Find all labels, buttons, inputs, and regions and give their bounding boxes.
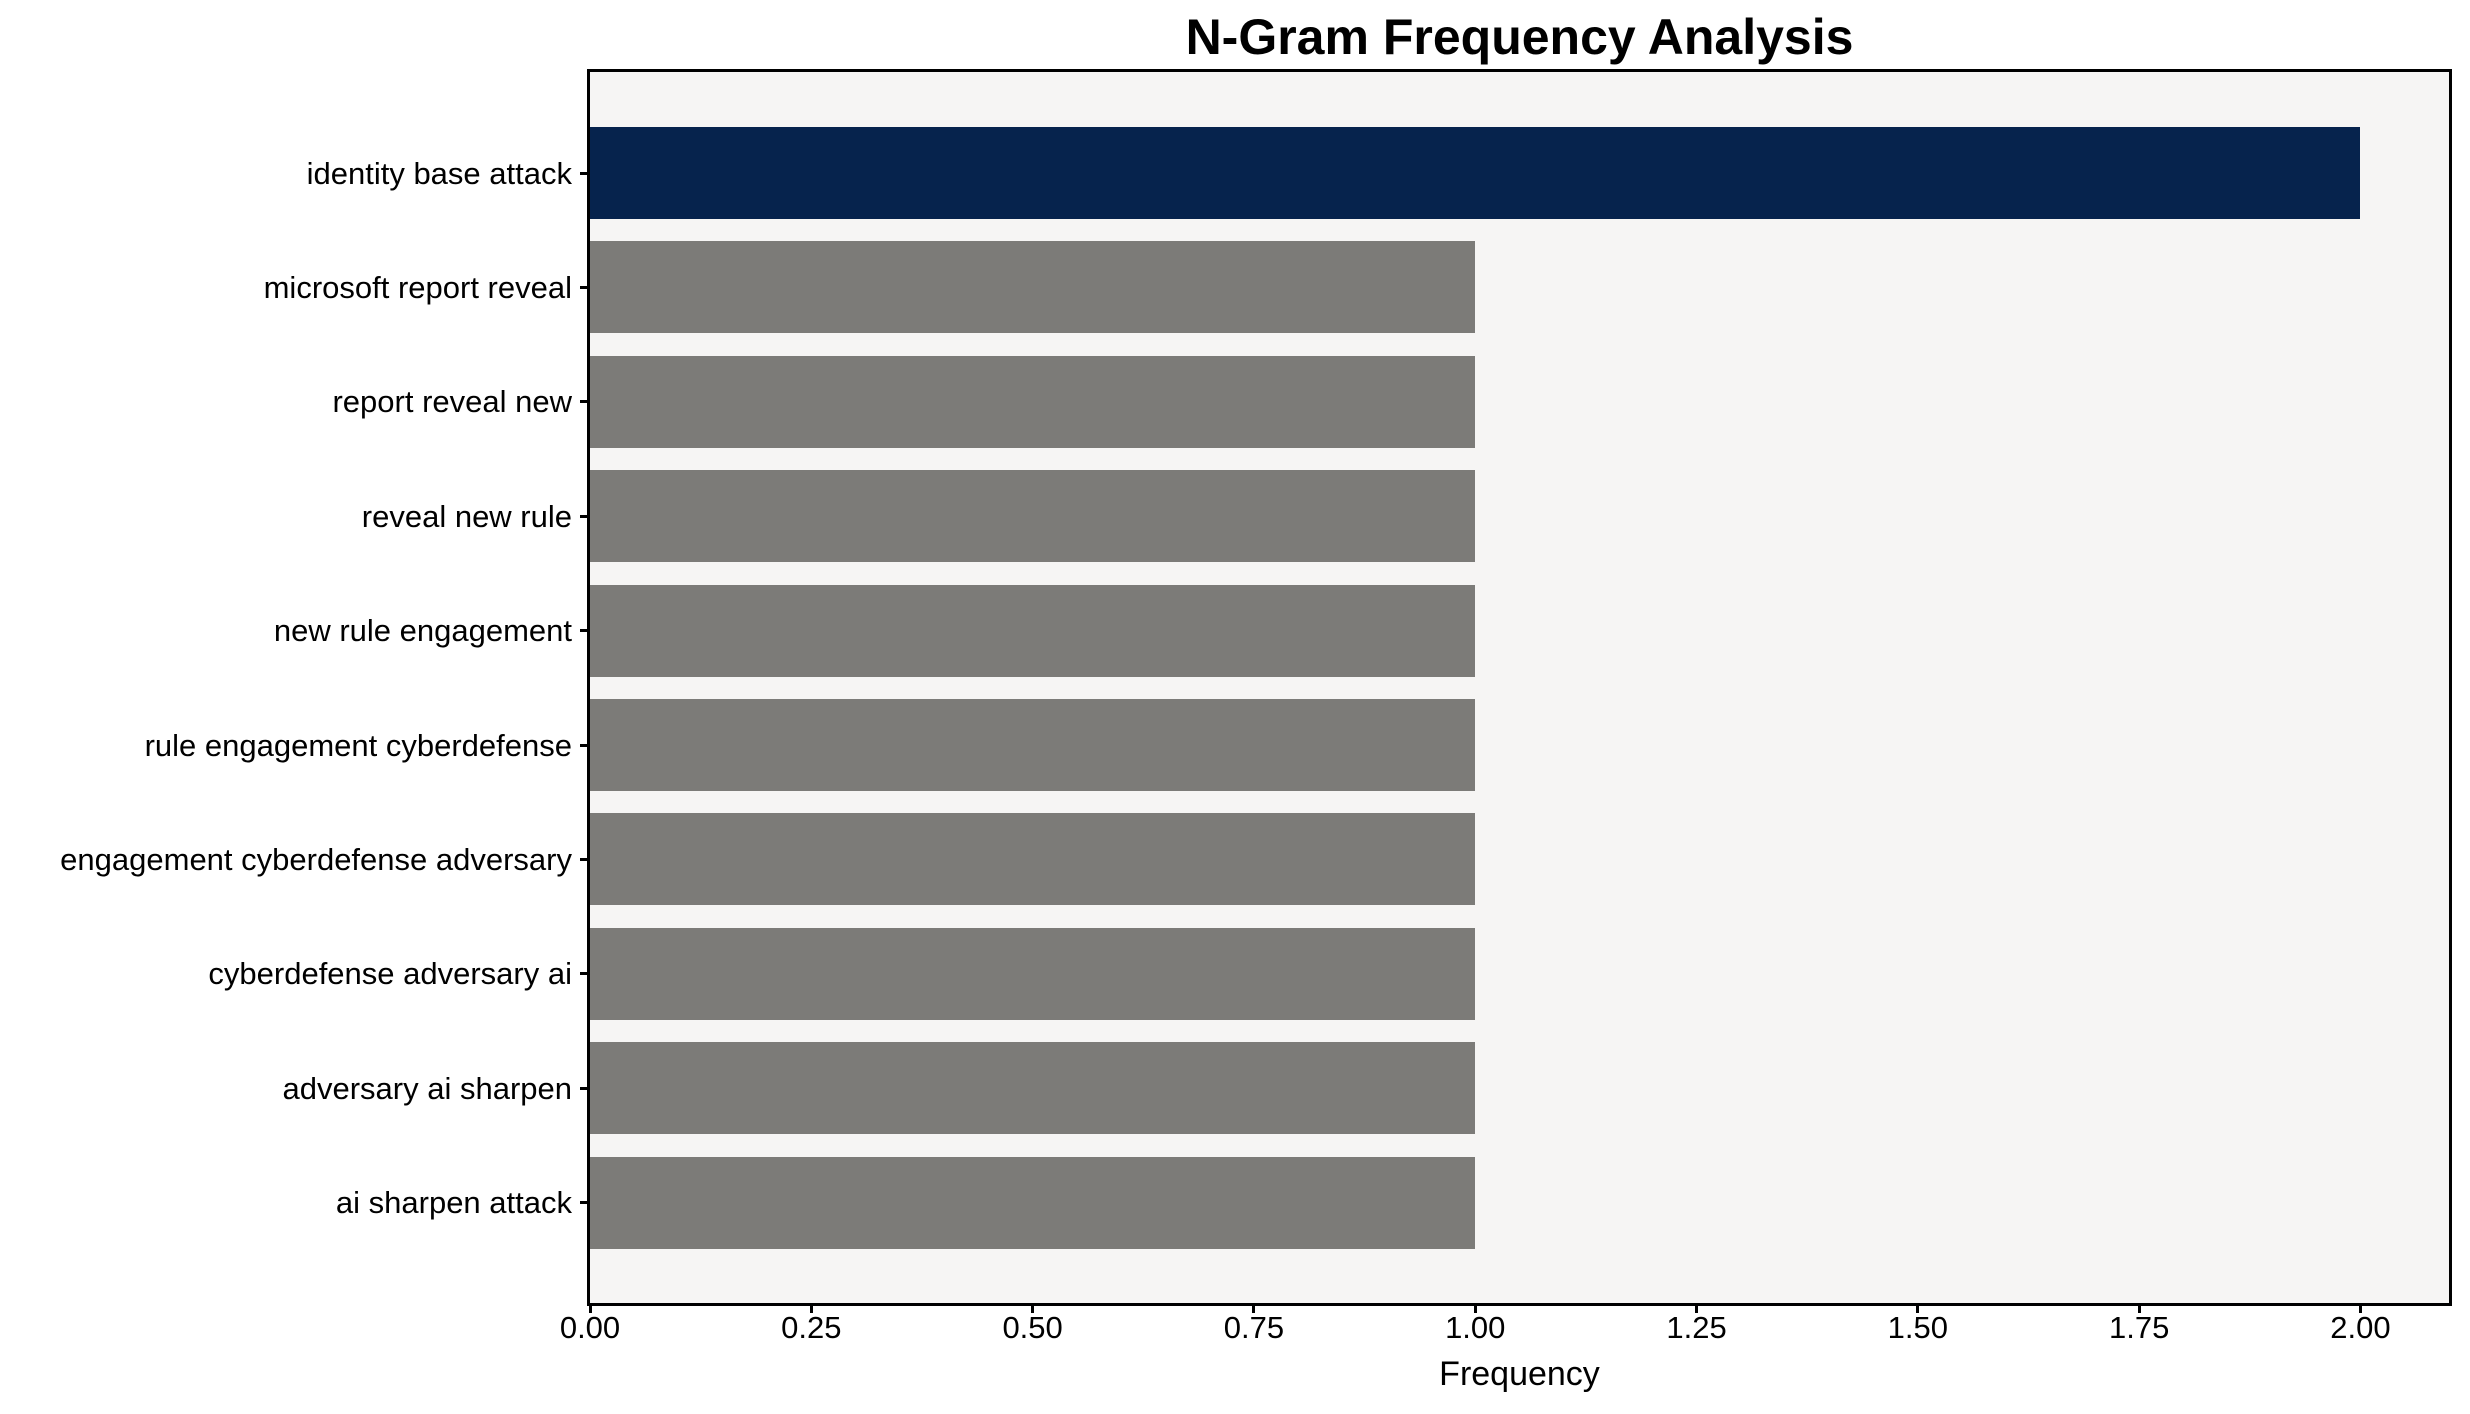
y-tick-mark (580, 514, 590, 518)
y-tick-mark (580, 171, 590, 175)
x-tick-mark (588, 1303, 592, 1313)
y-tick-label: reveal new rule (361, 498, 572, 534)
y-tick-mark (580, 743, 590, 747)
y-tick-mark (580, 629, 590, 633)
x-axis-label: Frequency (1439, 1355, 1600, 1393)
y-tick-label: engagement cyberdefense adversary (60, 841, 572, 877)
x-tick-label: 2.00 (2330, 1310, 2391, 1345)
bar (590, 1042, 1476, 1135)
bar (590, 470, 1476, 563)
x-tick-label: 1.00 (1445, 1310, 1506, 1345)
x-tick-label: 0.75 (1223, 1310, 1285, 1345)
x-tick-mark (1252, 1303, 1256, 1313)
bar (590, 355, 1476, 448)
x-tick-label: 0.50 (1002, 1310, 1063, 1345)
bar (590, 127, 2361, 219)
x-tick-label: 1.25 (1666, 1310, 1727, 1345)
y-tick-label: cyberdefense adversary ai (208, 956, 572, 992)
x-tick-mark (2137, 1303, 2141, 1313)
y-tick-label: identity base attack (306, 155, 572, 191)
x-tick-label: 1.75 (2108, 1310, 2170, 1345)
bar (590, 584, 1476, 677)
x-tick-mark (1695, 1303, 1699, 1313)
x-tick-mark (1473, 1303, 1477, 1313)
y-tick-mark (580, 285, 590, 289)
bar (590, 813, 1476, 906)
y-tick-label: rule engagement cyberdefense (144, 727, 572, 763)
x-tick-mark (1916, 1303, 1920, 1313)
y-tick-label: new rule engagement (273, 613, 572, 649)
y-tick-mark (580, 857, 590, 861)
x-tick-label: 0.00 (559, 1310, 621, 1345)
bar (590, 241, 1476, 334)
x-tick-mark (1031, 1303, 1035, 1313)
bar (590, 927, 1476, 1020)
x-tick-mark (2358, 1303, 2362, 1313)
y-tick-mark (580, 1201, 590, 1205)
y-tick-label: microsoft report reveal (263, 269, 572, 305)
y-tick-label: report reveal new (332, 384, 572, 420)
x-tick-label: 1.50 (1887, 1310, 1949, 1345)
y-tick-mark (580, 1086, 590, 1090)
chart-title: N-Gram Frequency Analysis (1185, 9, 1854, 65)
x-tick-mark (809, 1303, 813, 1313)
y-tick-label: adversary ai sharpen (282, 1070, 573, 1106)
y-tick-mark (580, 972, 590, 976)
y-tick-label: ai sharpen attack (335, 1185, 572, 1221)
x-tick-label: 0.25 (781, 1310, 842, 1345)
plot-area (587, 69, 2452, 1306)
y-tick-mark (580, 400, 590, 404)
bar (590, 1156, 1476, 1249)
bar (590, 699, 1476, 791)
